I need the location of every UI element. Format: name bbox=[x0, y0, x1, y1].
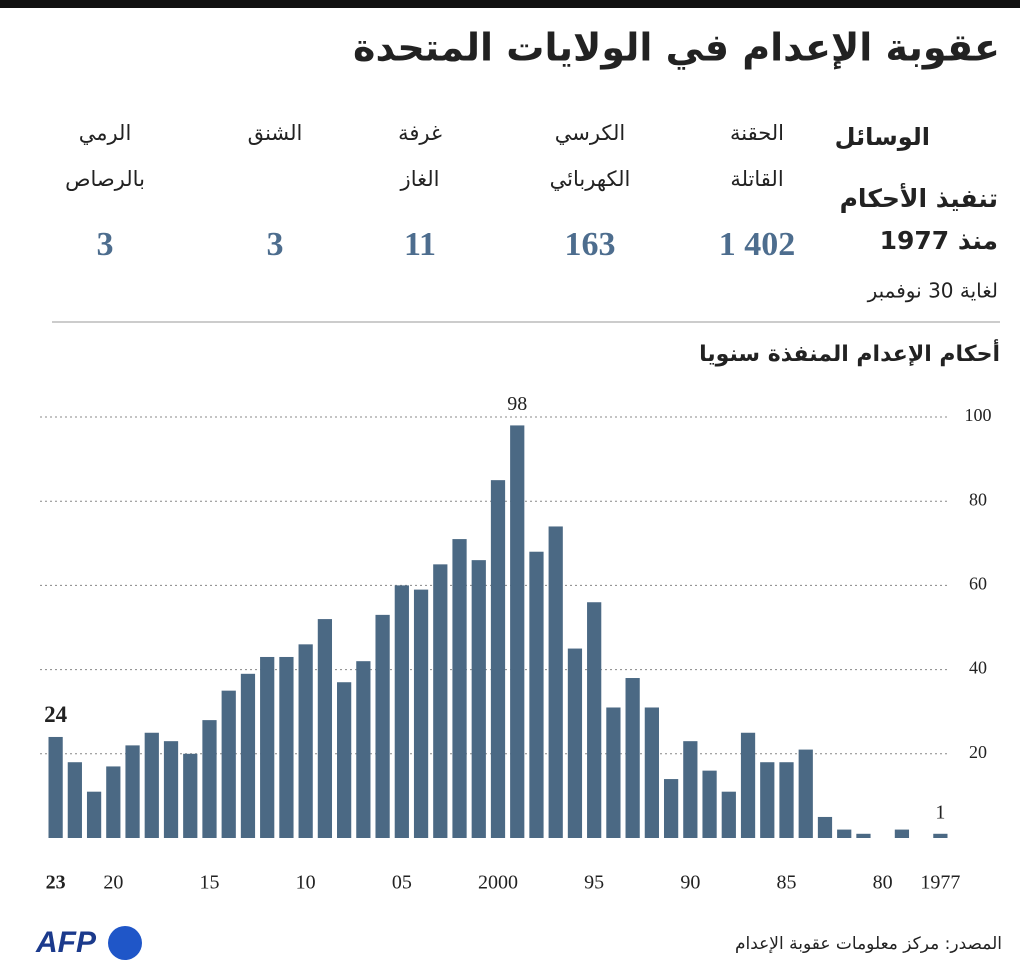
source: المصدر: مركز معلومات عقوبة الإعدام bbox=[735, 934, 1002, 954]
method-count: 3 bbox=[267, 226, 284, 263]
x-tick-label: 85 bbox=[777, 872, 797, 894]
method-name: بالرصاص bbox=[65, 167, 145, 191]
x-tick-label: 80 bbox=[873, 872, 893, 894]
x-tick-label: 15 bbox=[199, 872, 219, 894]
bar bbox=[798, 749, 813, 838]
bar bbox=[587, 602, 602, 838]
x-tick-label: 20 bbox=[103, 872, 123, 894]
x-tick-label: 10 bbox=[296, 872, 316, 894]
x-tick-label: 90 bbox=[680, 872, 700, 894]
bar bbox=[548, 526, 563, 838]
bar bbox=[490, 480, 506, 838]
bar bbox=[933, 833, 948, 838]
bar bbox=[317, 619, 333, 838]
bar bbox=[644, 707, 659, 838]
bar bbox=[683, 741, 698, 838]
method-name: الحقنة bbox=[730, 121, 784, 145]
bar bbox=[663, 779, 679, 838]
x-tick-label: 1977 bbox=[920, 872, 960, 894]
bar bbox=[779, 762, 794, 838]
chart-subtitle: أحكام الإعدام المنفذة سنويا bbox=[699, 338, 1000, 367]
bar bbox=[837, 829, 852, 838]
method-count: 3 bbox=[97, 226, 114, 263]
bar bbox=[625, 678, 640, 838]
bar bbox=[856, 833, 871, 838]
x-tick-label: 2000 bbox=[478, 872, 518, 894]
value-label: 98 bbox=[507, 393, 527, 415]
method-name: الكهربائي bbox=[550, 167, 631, 191]
method-count: 1 402 bbox=[719, 226, 796, 263]
value-label: 24 bbox=[44, 702, 68, 727]
value-label: 1 bbox=[935, 801, 945, 823]
y-tick-label: 100 bbox=[965, 405, 992, 425]
bar bbox=[510, 425, 525, 838]
bar bbox=[721, 791, 736, 838]
bar bbox=[279, 656, 294, 838]
bar bbox=[125, 745, 140, 838]
y-tick-label: 20 bbox=[969, 742, 987, 762]
executions-label: منذ 1977 bbox=[880, 226, 998, 255]
method-count: 11 bbox=[404, 226, 436, 263]
bar bbox=[702, 770, 717, 838]
bar bbox=[337, 682, 352, 838]
methods-header: الوسائل bbox=[835, 123, 930, 151]
method-name: الغاز bbox=[400, 167, 440, 191]
method-name: القاتلة bbox=[730, 167, 783, 191]
bar bbox=[452, 539, 467, 838]
bar bbox=[48, 736, 63, 838]
as-of: لغاية 30 نوفمبر bbox=[867, 279, 998, 303]
executions-label: تنفيذ الأحكام bbox=[840, 183, 998, 213]
bar bbox=[356, 661, 371, 838]
bar bbox=[433, 564, 448, 838]
bar bbox=[106, 766, 121, 838]
logo-circle bbox=[108, 926, 142, 960]
bar bbox=[471, 560, 486, 838]
bar bbox=[375, 614, 390, 838]
y-tick-label: 80 bbox=[969, 489, 987, 509]
bar bbox=[202, 720, 217, 838]
bar bbox=[567, 648, 583, 838]
bar bbox=[817, 816, 833, 838]
x-tick-label: 05 bbox=[392, 872, 412, 894]
method-name: الرمي bbox=[79, 121, 132, 145]
bar bbox=[86, 791, 102, 838]
logo: AFP bbox=[35, 926, 97, 959]
bar bbox=[67, 762, 82, 838]
title: عقوبة الإعدام في الولايات المتحدة bbox=[353, 26, 1000, 71]
method-count: 163 bbox=[565, 226, 616, 263]
method-name: الشنق bbox=[248, 121, 303, 145]
top-bar bbox=[0, 0, 1020, 8]
bar bbox=[183, 753, 198, 838]
bar bbox=[894, 829, 910, 838]
method-name: الكرسي bbox=[555, 121, 626, 145]
bar bbox=[163, 741, 179, 838]
x-tick-label: 95 bbox=[584, 872, 604, 894]
bar bbox=[760, 762, 775, 838]
bar bbox=[413, 589, 429, 838]
bar bbox=[144, 732, 159, 838]
y-tick-label: 40 bbox=[969, 658, 987, 678]
bar bbox=[240, 673, 256, 838]
bar bbox=[394, 585, 409, 838]
bar bbox=[298, 644, 313, 838]
bar bbox=[606, 707, 621, 838]
method-name: غرفة bbox=[398, 121, 442, 145]
y-tick-label: 60 bbox=[969, 574, 987, 594]
bar bbox=[221, 690, 236, 838]
x-tick-label: 23 bbox=[46, 872, 66, 894]
bar bbox=[740, 732, 756, 838]
bar bbox=[529, 551, 544, 838]
bar bbox=[260, 656, 275, 838]
